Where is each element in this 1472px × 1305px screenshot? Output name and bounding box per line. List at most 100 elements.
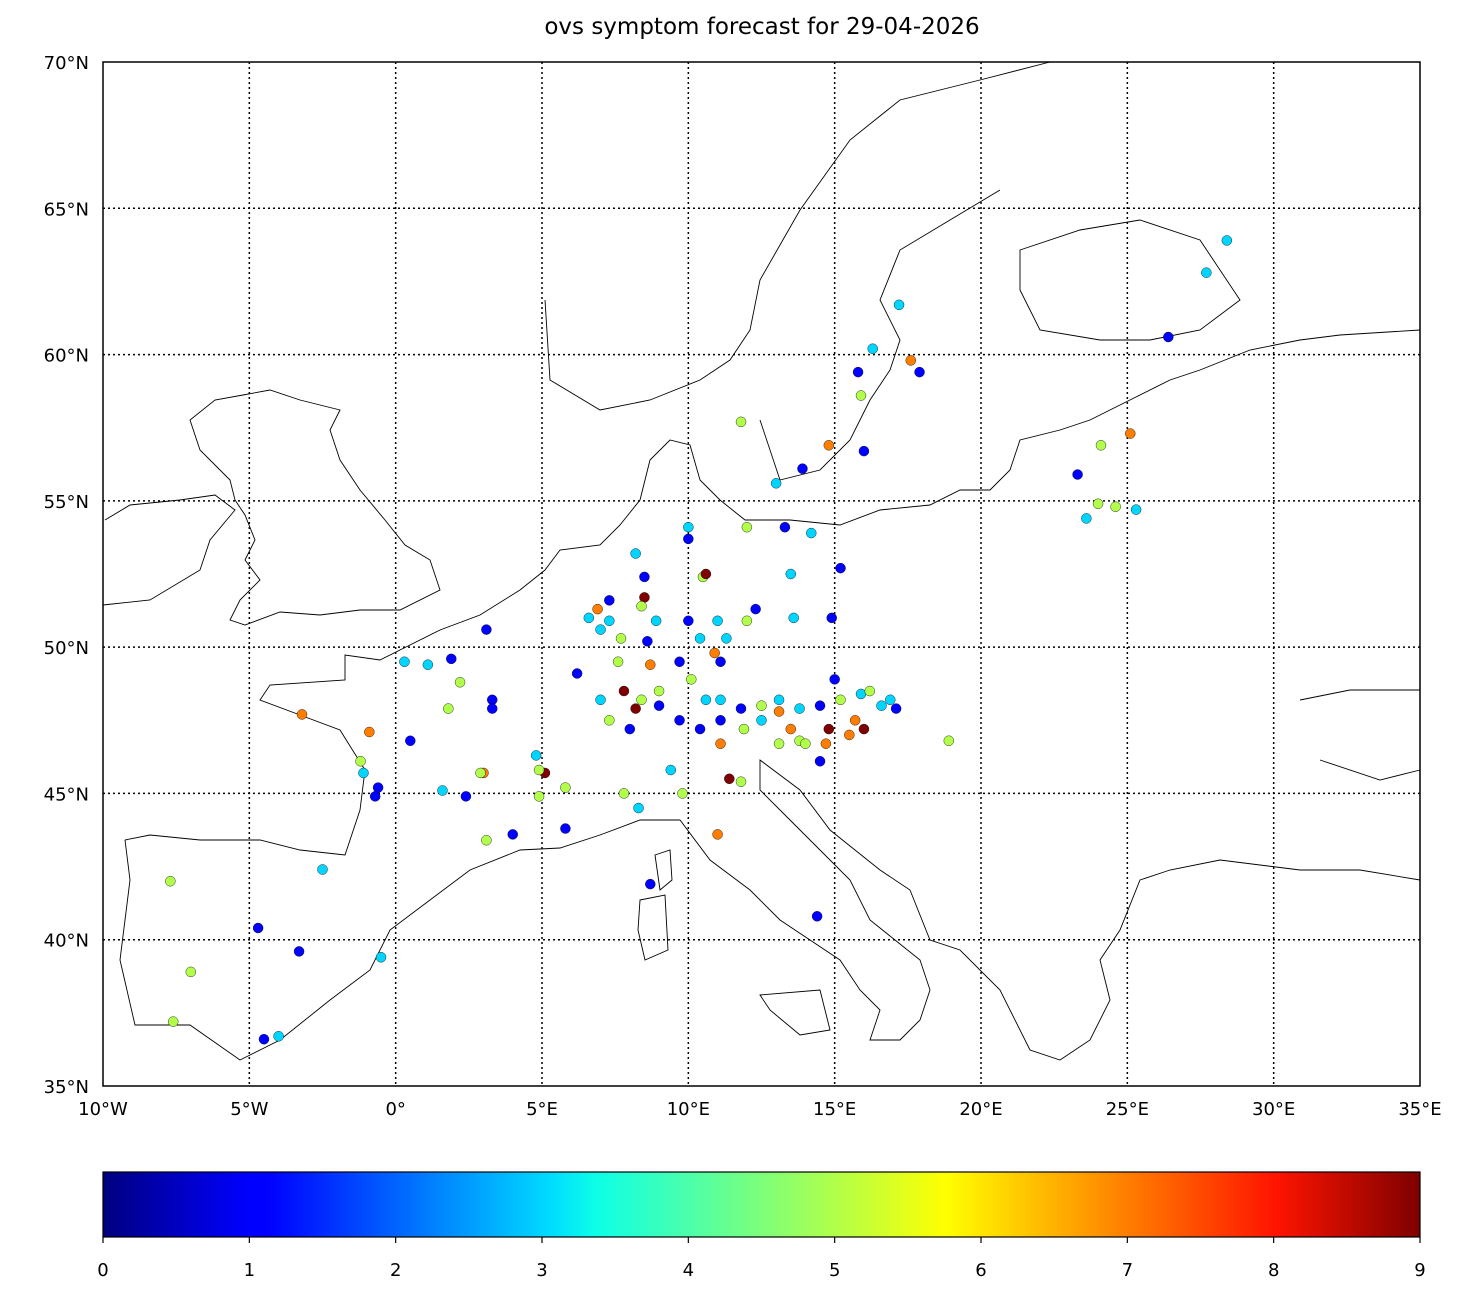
data-point (715, 694, 726, 706)
data-point (814, 700, 826, 711)
x-tick-label: 10°W (78, 1099, 128, 1120)
data-point (185, 966, 197, 978)
colorbar-tick-label: 0 (97, 1260, 108, 1281)
colorbar-tick-label: 6 (975, 1260, 986, 1281)
y-tick-label: 60°N (44, 346, 89, 367)
data-point (653, 700, 665, 711)
x-tick-label: 5°W (230, 1099, 268, 1120)
colorbar-tick-label: 8 (1268, 1260, 1279, 1281)
data-point (773, 706, 785, 717)
data-point (867, 343, 878, 354)
data-point (636, 600, 647, 612)
data-point (905, 355, 916, 366)
data-point (876, 700, 887, 711)
data-point (571, 668, 583, 679)
data-point (683, 533, 694, 545)
data-point (686, 674, 697, 685)
data-point (852, 366, 864, 378)
data-point (636, 694, 647, 706)
data-point (864, 685, 875, 697)
data-point (615, 633, 627, 644)
data-point (756, 700, 767, 711)
data-point (715, 738, 726, 749)
x-tick-label: 5°E (526, 1099, 558, 1120)
data-point (1201, 267, 1212, 278)
data-point (592, 603, 603, 615)
data-point (369, 791, 381, 802)
axis-ticks: 10°W 5°W 0° 5°E 10°E 15°E 20°E 25°E 30°E 35°E 35°N… (44, 53, 1442, 1120)
colorbar (102, 1171, 1421, 1238)
data-point (507, 829, 518, 840)
data-points (165, 235, 1233, 1045)
data-point (560, 782, 571, 793)
data-point (674, 656, 685, 667)
data-point (1110, 501, 1121, 512)
data-point (665, 764, 676, 776)
data-point (604, 715, 615, 726)
data-point (700, 694, 712, 706)
data-point (738, 723, 750, 735)
data-point (770, 478, 782, 489)
data-point (890, 703, 902, 714)
data-point (560, 823, 571, 834)
data-point (914, 366, 925, 378)
data-point (715, 715, 726, 726)
data-point (372, 782, 384, 793)
x-tick-label: 35°E (1398, 1099, 1441, 1120)
data-point (735, 416, 747, 428)
x-tick-label: 0° (385, 1099, 405, 1120)
data-point (712, 615, 723, 627)
data-point (530, 750, 542, 761)
data-point (943, 735, 955, 746)
data-point (885, 694, 896, 706)
data-point (849, 715, 861, 726)
colorbar-tick-label: 3 (536, 1260, 547, 1281)
data-point (481, 624, 492, 635)
data-point (252, 922, 264, 934)
colorbar-tick-label: 7 (1122, 1260, 1133, 1281)
map-frame (102, 61, 1421, 1087)
data-point (823, 440, 835, 451)
data-point (823, 723, 835, 735)
y-tick-label: 50°N (44, 638, 89, 659)
data-point (788, 612, 799, 624)
data-point (826, 612, 837, 624)
data-point (1163, 331, 1174, 343)
data-point (405, 735, 416, 746)
data-point (460, 791, 472, 802)
data-point (677, 788, 688, 799)
data-point (800, 738, 811, 749)
data-point (683, 615, 694, 627)
data-point (399, 656, 410, 667)
data-point (835, 694, 846, 706)
coastline-sweden (759, 189, 1001, 481)
data-point (595, 694, 606, 706)
data-point (694, 633, 706, 644)
data-point (674, 715, 685, 726)
coastline-great-britain (189, 389, 441, 626)
data-point (806, 527, 817, 539)
data-point (645, 878, 656, 890)
data-point (443, 703, 454, 714)
data-point (709, 647, 720, 659)
data-point (844, 729, 855, 741)
data-point (533, 764, 545, 776)
data-point (721, 633, 732, 644)
data-point (724, 773, 735, 784)
data-point (273, 1031, 284, 1042)
data-point (446, 653, 457, 665)
x-tick-label: 15°E (813, 1099, 856, 1120)
data-point (355, 756, 366, 767)
data-point (583, 612, 595, 624)
data-point (487, 694, 498, 706)
data-point (893, 299, 905, 311)
x-tick-label: 10°E (667, 1099, 710, 1120)
map-title: ovs symptom forecast for 29-04-2026 (544, 14, 980, 40)
data-point (773, 738, 785, 749)
graticule (103, 62, 1420, 1086)
data-point (358, 767, 369, 779)
data-point (364, 726, 375, 738)
colorbar-tick-label: 1 (244, 1260, 255, 1281)
y-tick-label: 40°N (44, 931, 89, 952)
data-point (715, 656, 726, 667)
